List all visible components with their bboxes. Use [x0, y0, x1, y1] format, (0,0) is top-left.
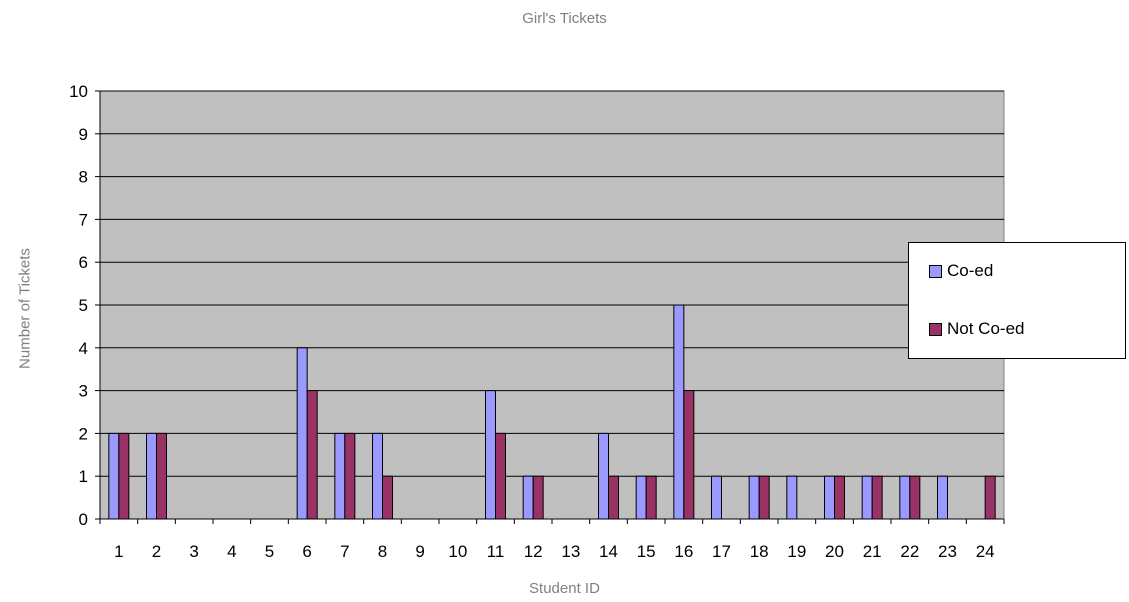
bar-not-coed	[118, 432, 130, 520]
bar-coed	[485, 390, 496, 520]
bar-coed	[522, 475, 534, 520]
bar-not-coed	[608, 475, 619, 520]
x-tick-label: 4	[227, 542, 236, 561]
x-axis-label: Student ID	[529, 580, 600, 597]
x-tick-label: 22	[900, 542, 919, 561]
bar-not-coed	[683, 390, 695, 520]
bar-not-coed	[871, 475, 883, 520]
y-tick-label: 5	[79, 296, 88, 315]
chart-title: Girl's Tickets	[522, 10, 607, 27]
y-tick-label: 10	[69, 82, 88, 101]
bar-coed	[296, 347, 308, 520]
bar-not-coed	[834, 475, 845, 520]
x-tick-label: 6	[302, 542, 311, 561]
bar-coed	[635, 475, 647, 520]
y-tick-label: 8	[79, 168, 88, 187]
bar-coed	[598, 432, 609, 520]
y-tick-label: 7	[79, 210, 88, 229]
x-tick-label: 16	[674, 542, 693, 561]
x-tick-label: 11	[487, 542, 505, 561]
x-tick-label: 23	[938, 542, 957, 561]
bar-not-coed	[156, 432, 167, 520]
bar-not-coed	[984, 475, 996, 520]
x-tick-label: 7	[340, 542, 349, 561]
bar-not-coed	[344, 432, 356, 520]
x-tick-label: 8	[378, 542, 387, 561]
x-tick-label: 21	[863, 542, 882, 561]
legend-swatch-coed	[929, 264, 942, 278]
bar-not-coed	[532, 475, 544, 520]
y-tick-label: 1	[79, 467, 88, 486]
bar-coed	[899, 475, 911, 520]
x-tick-label: 9	[415, 542, 424, 561]
y-tick-label: 0	[79, 510, 88, 529]
legend-label-not-coed: Not Co-ed	[947, 319, 1025, 338]
legend-label-coed: Co-ed	[947, 261, 994, 280]
bar-coed	[372, 432, 383, 520]
x-tick-label: 17	[712, 542, 731, 561]
legend: Co-ed Not Co-ed	[908, 242, 1126, 359]
y-tick-label: 6	[79, 253, 88, 272]
bar-coed	[786, 475, 798, 520]
legend-item-not-coed: Not Co-ed	[929, 319, 1024, 339]
x-tick-label: 24	[976, 542, 995, 561]
x-tick-label: 12	[524, 542, 543, 561]
bar-coed	[711, 475, 722, 520]
bar-not-coed	[382, 475, 393, 520]
bar-not-coed	[495, 432, 506, 520]
y-tick-label: 2	[79, 424, 88, 443]
x-tick-label: 1	[114, 542, 123, 561]
bar-coed	[824, 475, 835, 520]
bar-coed	[673, 304, 685, 520]
y-tick-label: 3	[79, 382, 88, 401]
x-tick-label: 19	[787, 542, 806, 561]
legend-item-coed: Co-ed	[929, 261, 993, 281]
y-tick-label: 4	[79, 339, 88, 358]
bar-coed	[937, 475, 948, 520]
x-tick-label: 13	[561, 542, 580, 561]
bar-not-coed	[758, 475, 770, 520]
x-tick-label: 3	[189, 542, 198, 561]
bar-not-coed	[909, 475, 921, 520]
x-tick-label: 5	[265, 542, 274, 561]
y-tick-label: 9	[79, 125, 88, 144]
bar-coed	[146, 432, 157, 520]
x-tick-label: 14	[599, 542, 618, 561]
bar-coed	[861, 475, 873, 520]
x-tick-label: 10	[448, 542, 467, 561]
x-tick-label: 20	[825, 542, 844, 561]
bar-not-coed	[645, 475, 657, 520]
x-tick-label: 2	[152, 542, 161, 561]
bar-coed	[334, 432, 346, 520]
bar-not-coed	[306, 390, 318, 520]
bar-coed	[748, 475, 760, 520]
bar-coed	[108, 432, 120, 520]
x-tick-label: 15	[637, 542, 656, 561]
legend-swatch-not-coed	[929, 322, 942, 336]
x-tick-label: 18	[750, 542, 769, 561]
